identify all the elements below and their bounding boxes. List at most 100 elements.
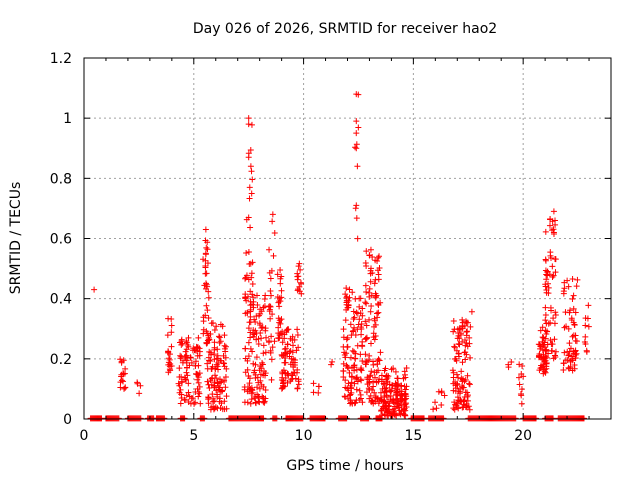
data-point bbox=[378, 397, 385, 404]
data-point bbox=[257, 321, 264, 328]
data-point bbox=[168, 322, 175, 329]
data-point bbox=[353, 215, 360, 222]
data-point bbox=[542, 317, 549, 324]
data-point bbox=[347, 321, 354, 328]
data-point bbox=[205, 294, 212, 301]
data-point bbox=[350, 308, 357, 315]
data-point bbox=[548, 348, 555, 355]
data-point bbox=[463, 404, 470, 411]
data-point bbox=[294, 385, 301, 392]
data-point bbox=[401, 390, 408, 397]
data-point bbox=[279, 339, 286, 346]
data-point bbox=[220, 352, 227, 359]
data-point bbox=[394, 395, 401, 402]
data-point bbox=[214, 380, 221, 387]
data-point bbox=[262, 386, 269, 393]
data-point bbox=[206, 384, 213, 391]
data-point bbox=[468, 308, 475, 315]
data-point bbox=[253, 336, 260, 343]
data-point bbox=[267, 349, 274, 356]
data-point bbox=[455, 374, 462, 381]
data-point bbox=[363, 262, 370, 269]
data-point bbox=[467, 354, 474, 361]
data-point bbox=[218, 357, 225, 364]
data-point bbox=[201, 415, 208, 422]
data-point bbox=[362, 351, 369, 358]
data-point bbox=[395, 380, 402, 387]
data-point bbox=[552, 312, 559, 319]
data-point bbox=[247, 298, 254, 305]
data-point bbox=[351, 362, 358, 369]
data-point bbox=[212, 372, 219, 379]
data-point bbox=[362, 282, 369, 289]
data-point bbox=[463, 351, 470, 358]
data-point bbox=[463, 339, 470, 346]
data-point bbox=[546, 222, 553, 229]
data-point bbox=[381, 367, 388, 374]
data-point bbox=[200, 326, 207, 333]
data-point bbox=[295, 263, 302, 270]
data-point bbox=[275, 299, 282, 306]
data-point bbox=[278, 273, 285, 280]
data-point bbox=[375, 356, 382, 363]
chart-title: Day 026 of 2026, SRMTID for receiver hao… bbox=[193, 21, 497, 37]
data-point bbox=[260, 350, 267, 357]
data-point bbox=[353, 309, 360, 316]
data-point bbox=[508, 359, 515, 366]
data-point bbox=[287, 335, 294, 342]
data-point bbox=[353, 130, 360, 137]
data-point bbox=[207, 349, 214, 356]
data-point bbox=[268, 292, 275, 299]
data-point bbox=[221, 332, 228, 339]
data-point bbox=[518, 392, 525, 399]
data-point bbox=[384, 408, 391, 415]
data-point bbox=[256, 385, 263, 392]
data-point bbox=[262, 372, 269, 379]
data-point bbox=[269, 311, 276, 318]
data-point bbox=[359, 399, 366, 406]
data-point bbox=[354, 310, 361, 317]
data-point bbox=[345, 395, 352, 402]
data-point bbox=[582, 333, 589, 340]
data-point bbox=[562, 309, 569, 316]
data-point bbox=[165, 349, 172, 356]
data-point bbox=[357, 395, 364, 402]
data-point bbox=[207, 377, 214, 384]
data-point bbox=[570, 305, 577, 312]
data-point bbox=[371, 317, 378, 324]
data-point bbox=[194, 344, 201, 351]
data-point bbox=[402, 407, 409, 414]
data-point bbox=[203, 302, 210, 309]
data-point bbox=[247, 288, 254, 295]
data-point bbox=[463, 329, 470, 336]
data-point bbox=[167, 367, 174, 374]
data-point bbox=[242, 275, 249, 282]
data-point bbox=[467, 323, 474, 330]
data-point bbox=[450, 328, 457, 335]
data-point bbox=[363, 248, 370, 255]
data-point bbox=[403, 400, 410, 407]
data-point bbox=[294, 331, 301, 338]
data-point bbox=[134, 379, 141, 386]
data-point bbox=[342, 377, 349, 384]
data-point bbox=[542, 256, 549, 263]
data-point bbox=[183, 352, 190, 359]
data-point bbox=[363, 358, 370, 365]
data-point bbox=[544, 341, 551, 348]
data-point bbox=[552, 348, 559, 355]
data-point bbox=[582, 341, 589, 348]
data-point bbox=[390, 399, 397, 406]
data-point bbox=[383, 394, 390, 401]
data-point bbox=[351, 314, 358, 321]
data-point bbox=[276, 303, 283, 310]
data-point bbox=[342, 317, 349, 324]
data-point bbox=[245, 249, 252, 256]
data-point bbox=[222, 384, 229, 391]
data-point bbox=[185, 380, 192, 387]
data-point bbox=[205, 354, 212, 361]
data-point bbox=[216, 334, 223, 341]
data-point bbox=[375, 309, 382, 316]
data-point bbox=[284, 350, 291, 357]
data-point bbox=[573, 283, 580, 290]
data-point bbox=[455, 340, 462, 347]
